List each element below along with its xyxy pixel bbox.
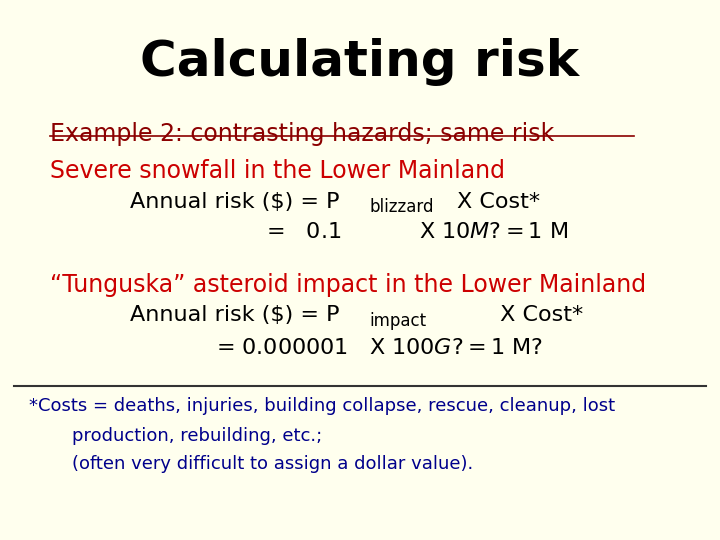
Text: Calculating risk: Calculating risk <box>140 38 580 86</box>
Text: X Cost*: X Cost* <box>436 305 583 325</box>
Text: impact: impact <box>369 312 426 329</box>
Text: Severe snowfall in the Lower Mainland: Severe snowfall in the Lower Mainland <box>50 159 505 183</box>
Text: = 0.000001   X $100 G? = $1 M?: = 0.000001 X $100 G? = $1 M? <box>216 338 543 357</box>
Text: blizzard: blizzard <box>369 198 434 216</box>
Text: production, rebuilding, etc.;: production, rebuilding, etc.; <box>72 427 323 444</box>
Text: (often very difficult to assign a dollar value).: (often very difficult to assign a dollar… <box>72 455 473 472</box>
Text: Annual risk ($) = P: Annual risk ($) = P <box>130 192 339 212</box>
Text: =   0.1           X $10 M?   = $1 M: = 0.1 X $10 M? = $1 M <box>266 222 569 242</box>
Text: *Costs = deaths, injuries, building collapse, rescue, cleanup, lost: *Costs = deaths, injuries, building coll… <box>29 397 615 415</box>
Text: X Cost*: X Cost* <box>457 192 540 212</box>
Text: Example 2: contrasting hazards; same risk: Example 2: contrasting hazards; same ris… <box>50 122 554 145</box>
Text: Annual risk ($) = P: Annual risk ($) = P <box>130 305 339 325</box>
Text: “Tunguska” asteroid impact in the Lower Mainland: “Tunguska” asteroid impact in the Lower … <box>50 273 647 296</box>
